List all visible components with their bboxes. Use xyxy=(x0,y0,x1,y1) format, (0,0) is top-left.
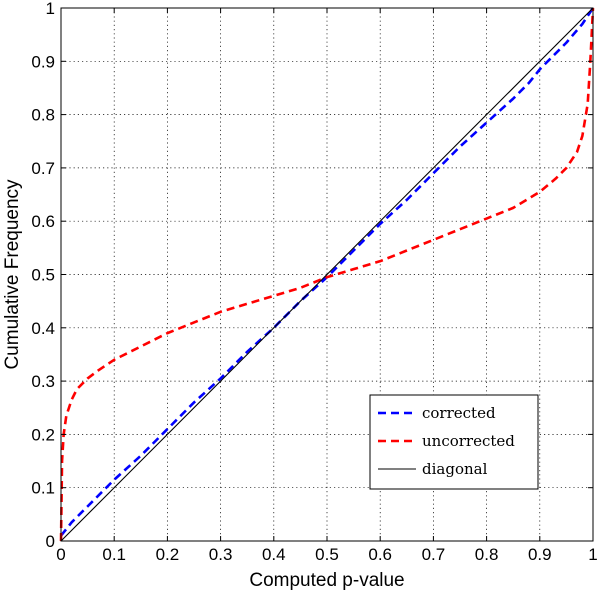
series-line-uncorrected xyxy=(59,7,595,542)
x-tick-label: 0.7 xyxy=(422,545,446,564)
y-tick-label: 0.6 xyxy=(31,212,55,231)
y-tick-label: 1 xyxy=(46,0,55,18)
x-tick-label: 0.8 xyxy=(475,545,499,564)
y-tick-label: 0 xyxy=(46,532,55,551)
y-tick-label: 0.4 xyxy=(31,319,55,338)
x-tick-label: 0.3 xyxy=(209,545,233,564)
y-tick-label: 0.3 xyxy=(31,372,55,391)
y-tick-label: 0.1 xyxy=(31,479,55,498)
x-tick-label: 0.9 xyxy=(528,545,552,564)
legend-label-uncorrected: uncorrected xyxy=(422,432,515,450)
x-tick-label: 0.5 xyxy=(315,545,339,564)
ticks xyxy=(60,7,594,542)
legend-label-diagonal: diagonal xyxy=(422,460,488,478)
series-line-corrected xyxy=(59,7,595,537)
y-tick-label: 0.2 xyxy=(31,425,55,444)
y-axis-label: Cumulative Frequency xyxy=(2,179,23,370)
x-tick-label: 0.6 xyxy=(368,545,392,564)
series-group xyxy=(59,7,595,542)
tick-labels: 0 0.1 0.2 0.3 0.4 0.5 0.6 0.7 0.8 0.9 1 0 0.1 0.2 0.3 0… xyxy=(31,0,597,564)
grid xyxy=(61,8,593,541)
legend: corrected uncorrected diagonal xyxy=(369,394,539,490)
x-axis-label: Computed p-value xyxy=(249,570,404,591)
x-tick-label: 0.4 xyxy=(262,545,286,564)
y-tick-label: 0.9 xyxy=(31,52,55,71)
series-line-diagonal xyxy=(60,7,594,542)
y-tick-label: 0.5 xyxy=(31,266,55,285)
legend-label-corrected: corrected xyxy=(422,404,496,422)
y-tick-label: 0.7 xyxy=(31,159,55,178)
x-tick-label: 0 xyxy=(56,545,65,564)
x-tick-label: 0.2 xyxy=(156,545,180,564)
x-tick-label: 0.1 xyxy=(102,545,126,564)
x-tick-label: 1 xyxy=(588,545,597,564)
y-tick-label: 0.8 xyxy=(31,106,55,125)
